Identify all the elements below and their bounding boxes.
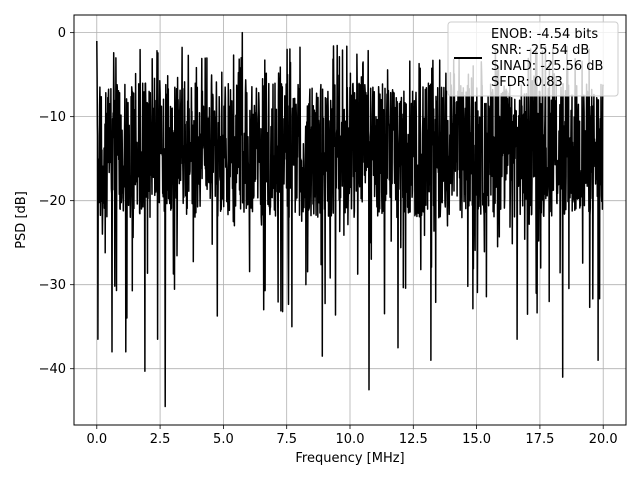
legend-box (447, 21, 619, 97)
x-tick-label: 12.5 (399, 432, 428, 447)
x-tick-label: 5.0 (213, 432, 234, 447)
x-axis-label: Frequency [MHz] (295, 451, 404, 466)
y-axis-label: PSD [dB] (14, 191, 29, 249)
y-tick-label: 0 (58, 26, 66, 41)
x-tick-label: 17.5 (525, 432, 554, 447)
legend-entry-sfdr: SFDR: 0.83 (491, 75, 563, 90)
y-tick-label: −30 (39, 278, 66, 293)
psd-series-line (96, 31, 604, 408)
x-tick-label: 0.0 (86, 432, 107, 447)
x-tick-label: 10.0 (336, 432, 365, 447)
y-tick-label: −10 (39, 110, 66, 125)
legend: ENOB: -4.54 bits SNR: -25.54 dB SINAD: -… (447, 21, 619, 97)
x-tick-label: 2.5 (150, 432, 171, 447)
x-tick-label: 20.0 (589, 432, 618, 447)
plot-area (96, 31, 604, 408)
y-axis-ticks: 0 −10 −20 −30 −40 (39, 26, 74, 377)
legend-entry-sinad: SINAD: -25.56 dB (491, 59, 603, 74)
y-tick-label: −20 (39, 194, 66, 209)
legend-entry-snr: SNR: -25.54 dB (491, 43, 589, 58)
x-tick-label: 7.5 (276, 432, 297, 447)
legend-entry-enob: ENOB: -4.54 bits (491, 27, 598, 42)
x-axis-ticks: 0.0 2.5 5.0 7.5 10.0 12.5 15.0 17.5 20.0 (86, 425, 618, 447)
y-tick-label: −40 (39, 362, 66, 377)
x-tick-label: 15.0 (462, 432, 491, 447)
